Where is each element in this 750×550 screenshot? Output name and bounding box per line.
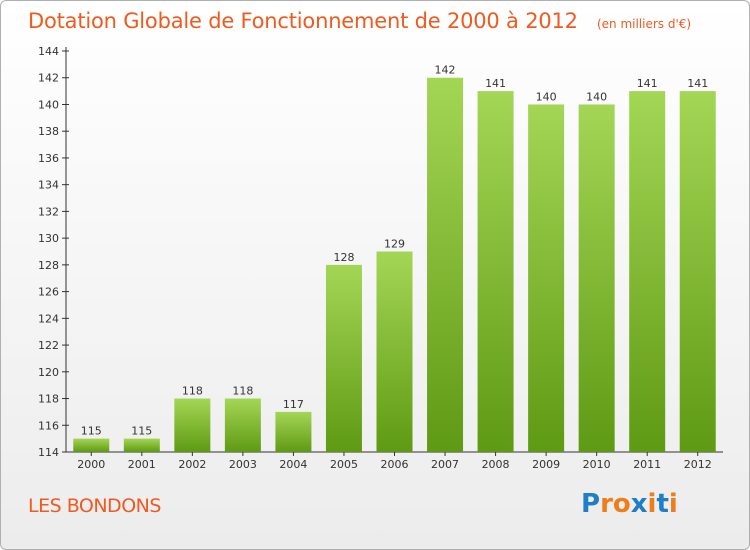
y-tick-label: 128: [38, 259, 59, 272]
bar-2009: [528, 104, 565, 452]
data-label: 115: [131, 425, 152, 438]
x-tick-label: 2006: [381, 458, 409, 471]
bar-2010: [578, 104, 615, 452]
x-tick-label: 2012: [684, 458, 712, 471]
logo-letter: P: [581, 489, 601, 519]
title-row: Dotation Globale de Fonctionnement de 20…: [28, 9, 691, 33]
proxiti-logo: Proxiti: [581, 489, 678, 519]
logo-letter: x: [630, 489, 648, 519]
place-name: LES BONDONS: [28, 495, 161, 517]
y-tick-label: 144: [38, 45, 59, 58]
y-tick-label: 142: [38, 72, 59, 85]
data-label: 140: [586, 90, 607, 103]
x-tick-label: 2002: [178, 458, 206, 471]
x-tick-label: 2011: [633, 458, 661, 471]
data-label: 118: [232, 385, 253, 398]
bar-2012: [679, 91, 716, 452]
x-tick-label: 2007: [431, 458, 459, 471]
y-tick-label: 118: [38, 393, 59, 406]
bar-2002: [174, 398, 211, 452]
logo-letter: t: [656, 489, 669, 519]
bar-2004: [275, 411, 312, 452]
data-label: 140: [536, 90, 557, 103]
x-tick-label: 2000: [77, 458, 105, 471]
logo-letter: r: [600, 489, 613, 519]
bar-2000: [73, 438, 110, 452]
logo-letter: i: [668, 489, 678, 519]
y-tick-label: 122: [38, 339, 59, 352]
data-label: 141: [687, 77, 708, 90]
y-tick-label: 114: [38, 446, 59, 459]
bar-2007: [427, 77, 464, 452]
y-tick-label: 134: [38, 179, 59, 192]
y-tick-label: 130: [38, 232, 59, 245]
bar-2006: [376, 251, 413, 452]
y-tick-label: 116: [38, 419, 59, 432]
y-tick-label: 126: [38, 286, 59, 299]
y-tick-label: 120: [38, 366, 59, 379]
data-label: 128: [333, 251, 354, 264]
logo-letter: i: [647, 489, 657, 519]
data-label: 117: [283, 398, 304, 411]
bar-2008: [477, 91, 514, 452]
chart-unit: (en milliers d'€): [596, 17, 692, 31]
y-tick-label: 132: [38, 205, 59, 218]
x-tick-label: 2005: [330, 458, 358, 471]
x-tick-label: 2008: [482, 458, 510, 471]
bar-2011: [629, 91, 666, 452]
axes: 114 116 118 120 122 124 126 128 130 132 134 136 138 1…: [38, 45, 723, 471]
y-tick-label: 138: [38, 125, 59, 138]
data-label: 141: [637, 77, 658, 90]
x-tick-label: 2001: [128, 458, 156, 471]
x-tick-label: 2010: [583, 458, 611, 471]
data-label: 142: [435, 64, 456, 77]
bar-2005: [325, 264, 362, 452]
bar-2001: [123, 438, 160, 452]
data-label: 118: [182, 385, 203, 398]
data-label: 115: [81, 425, 102, 438]
data-label: 141: [485, 77, 506, 90]
y-tick-label: 124: [38, 312, 59, 325]
bar-2003: [224, 398, 261, 452]
data-labels: 115 115 118 118 117 128 129 142 141 140 140 141 141: [81, 64, 708, 438]
y-tick-label: 136: [38, 152, 59, 165]
x-tick-label: 2009: [532, 458, 560, 471]
y-tick-label: 140: [38, 98, 59, 111]
logo-letter: o: [612, 489, 631, 519]
x-tick-label: 2004: [279, 458, 307, 471]
data-label: 129: [384, 238, 405, 251]
x-tick-label: 2003: [229, 458, 257, 471]
chart-title: Dotation Globale de Fonctionnement de 20…: [28, 9, 578, 33]
bars: [73, 77, 716, 452]
